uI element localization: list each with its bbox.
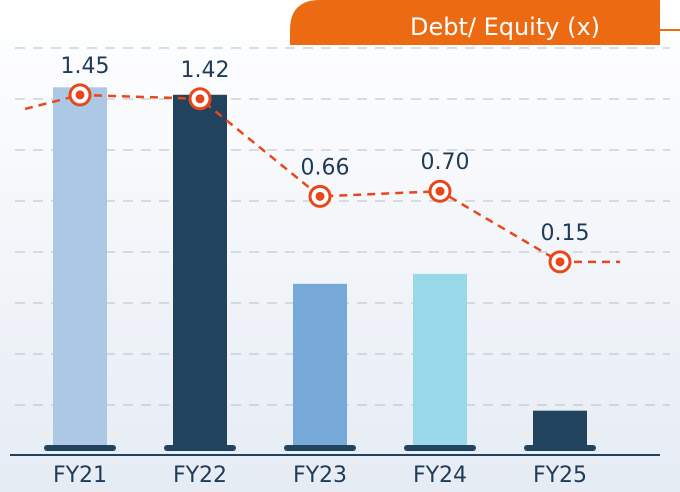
bar-base [44, 445, 116, 451]
bar [173, 94, 227, 449]
data-label: 1.45 [61, 54, 110, 79]
data-label: 1.42 [181, 58, 230, 83]
marker-dot [75, 90, 85, 100]
marker-dot [435, 186, 445, 196]
marker-dot [555, 257, 565, 267]
line [79, 93, 561, 263]
data-label: 0.15 [541, 221, 590, 246]
bar-base [284, 445, 356, 451]
bar [53, 87, 107, 448]
bar-base [404, 445, 476, 451]
bar [533, 410, 587, 448]
x-tick-label: FY21 [53, 463, 107, 488]
chart-title: Debt/ Equity (x) [410, 13, 600, 41]
marker-dot [195, 94, 205, 104]
bar [293, 283, 347, 448]
data-label: 0.70 [421, 150, 470, 175]
x-tick-label: FY24 [413, 463, 467, 488]
x-tick-label: FY23 [293, 463, 347, 488]
marker-dot [315, 191, 325, 201]
x-tick-label: FY22 [173, 463, 227, 488]
bar [413, 273, 467, 448]
x-tick-label: FY25 [533, 463, 587, 488]
bar-base [164, 445, 236, 451]
title-box [290, 0, 660, 45]
bar-base [524, 445, 596, 451]
data-label: 0.66 [301, 155, 350, 180]
